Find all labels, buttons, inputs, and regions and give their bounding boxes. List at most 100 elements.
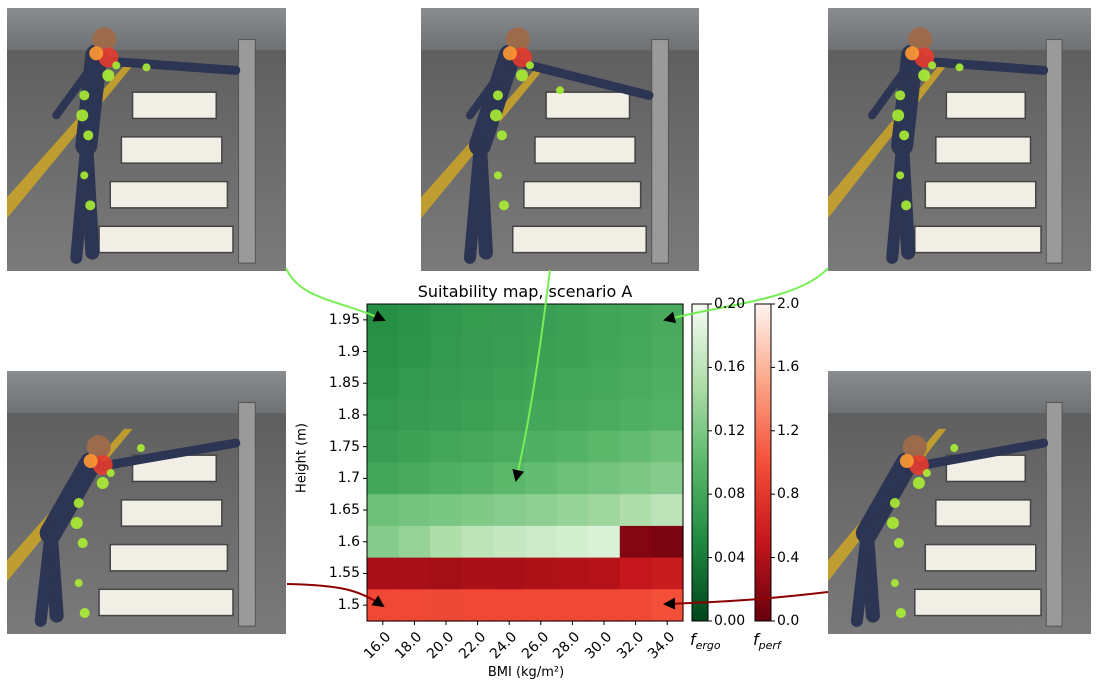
heatmap bbox=[367, 304, 684, 622]
heatmap-cell bbox=[588, 494, 621, 527]
heatmap-cell bbox=[651, 557, 684, 590]
heatmap-cell bbox=[493, 525, 526, 559]
colorbar-perf bbox=[754, 303, 772, 622]
heatmap-cell bbox=[619, 525, 652, 559]
heatmap-cell bbox=[493, 399, 526, 432]
heatmap-cell bbox=[430, 430, 463, 464]
simulation-photo bbox=[7, 8, 286, 271]
colorbar-tick-label: 0.0 bbox=[777, 613, 800, 629]
heatmap-cell bbox=[398, 304, 431, 337]
chart-title: Suitability map, scenario A bbox=[417, 282, 633, 301]
heatmap-cell bbox=[619, 335, 652, 368]
heatmap-cell bbox=[493, 557, 526, 590]
heatmap-cell bbox=[588, 525, 621, 559]
colorbar-tick-label: 0.12 bbox=[714, 422, 746, 439]
colorbar-tick-label: 0.8 bbox=[777, 486, 800, 503]
heatmap-cell bbox=[556, 462, 589, 495]
heatmap-cell bbox=[367, 367, 400, 400]
heatmap-cell bbox=[493, 304, 526, 337]
heatmap-cell bbox=[461, 494, 494, 527]
colorbar-tick-label: 1.2 bbox=[777, 422, 800, 439]
heatmap-cell bbox=[398, 494, 431, 527]
heatmap-cell bbox=[588, 557, 621, 590]
heatmap-cell bbox=[461, 430, 494, 464]
heatmap-cell bbox=[651, 399, 684, 432]
colorbar-tick-label: 0.04 bbox=[714, 549, 746, 566]
colorbar-tick-label: 0.20 bbox=[714, 296, 746, 312]
heatmap-cell bbox=[588, 367, 621, 400]
heatmap-cell bbox=[430, 367, 463, 400]
colorbar-perf-label: fperf bbox=[753, 630, 781, 653]
colorbar-tick-label: 1.6 bbox=[777, 359, 800, 376]
heatmap-cell bbox=[461, 589, 494, 622]
heatmap-cell bbox=[430, 525, 463, 559]
heatmap-cell bbox=[651, 335, 684, 368]
heatmap-cell bbox=[619, 462, 652, 495]
heatmap-cell bbox=[651, 430, 684, 464]
heatmap-cell bbox=[556, 399, 589, 432]
heatmap-cell bbox=[367, 399, 400, 432]
colorbar-tick-label: 2.0 bbox=[777, 296, 800, 312]
heatmap-cell bbox=[556, 589, 589, 622]
heatmap-cell bbox=[398, 430, 431, 464]
heatmap-cell bbox=[461, 367, 494, 400]
simulation-photo bbox=[828, 371, 1091, 634]
heatmap-cell bbox=[367, 525, 400, 559]
heatmap-cell bbox=[398, 525, 431, 559]
heatmap-cell bbox=[556, 367, 589, 400]
heatmap-cell bbox=[588, 589, 621, 622]
y-tick-label: 1.5 bbox=[337, 597, 360, 614]
heatmap-cell bbox=[651, 589, 684, 622]
heatmap-cell bbox=[430, 335, 463, 368]
heatmap-cell bbox=[430, 589, 463, 622]
heatmap-cell bbox=[651, 367, 684, 400]
heatmap-cell bbox=[651, 462, 684, 495]
heatmap-cell bbox=[619, 589, 652, 622]
heatmap-cell bbox=[461, 304, 494, 337]
arrow-bottom-right bbox=[663, 591, 829, 610]
y-tick-label: 1.8 bbox=[337, 406, 360, 423]
heatmap-cell bbox=[367, 557, 400, 590]
heatmap-cell bbox=[525, 367, 558, 400]
heatmap-cell bbox=[525, 462, 558, 495]
heatmap-cell bbox=[461, 525, 494, 559]
heatmap-cell bbox=[461, 399, 494, 432]
colorbar-tick-label: 0.4 bbox=[777, 549, 800, 566]
heatmap-cell bbox=[493, 462, 526, 495]
heatmap-cell bbox=[588, 399, 621, 432]
arrow-top-center bbox=[512, 269, 551, 482]
heatmap-cell bbox=[651, 525, 684, 559]
y-tick-label: 1.85 bbox=[328, 375, 360, 392]
arrow-top-right bbox=[663, 267, 829, 324]
heatmap-cell bbox=[556, 335, 589, 368]
y-tick-label: 1.95 bbox=[328, 311, 360, 328]
heatmap-cell bbox=[525, 525, 558, 559]
heatmap-cell bbox=[430, 494, 463, 527]
heatmap-cell bbox=[367, 494, 400, 527]
heatmap-cell bbox=[619, 399, 652, 432]
simulation-photo bbox=[828, 8, 1091, 271]
heatmap-cell bbox=[430, 399, 463, 432]
colorbar-ticks bbox=[708, 303, 775, 622]
heatmap-cell bbox=[430, 557, 463, 590]
y-tick-label: 1.7 bbox=[337, 470, 360, 487]
heatmap-cell bbox=[493, 589, 526, 622]
axis-ticks bbox=[363, 319, 668, 625]
heatmap-cell bbox=[398, 367, 431, 400]
colorbar-ergo bbox=[691, 303, 709, 622]
heatmap-cell bbox=[398, 399, 431, 432]
heatmap-cell bbox=[367, 335, 400, 368]
simulation-photos bbox=[7, 8, 1091, 634]
heatmap-cell bbox=[556, 557, 589, 590]
arrow-top-left bbox=[285, 267, 386, 322]
simulation-photo bbox=[421, 8, 699, 271]
heatmap-cell bbox=[619, 430, 652, 464]
heatmap-cell bbox=[398, 557, 431, 590]
heatmap-cell bbox=[556, 430, 589, 464]
heatmap-cell bbox=[651, 494, 684, 527]
heatmap-cell bbox=[367, 462, 400, 495]
heatmap-cell bbox=[398, 335, 431, 368]
colorbar-tick-label: 0.08 bbox=[714, 486, 746, 503]
y-tick-label: 1.65 bbox=[328, 502, 360, 519]
heatmap-cell bbox=[556, 494, 589, 527]
